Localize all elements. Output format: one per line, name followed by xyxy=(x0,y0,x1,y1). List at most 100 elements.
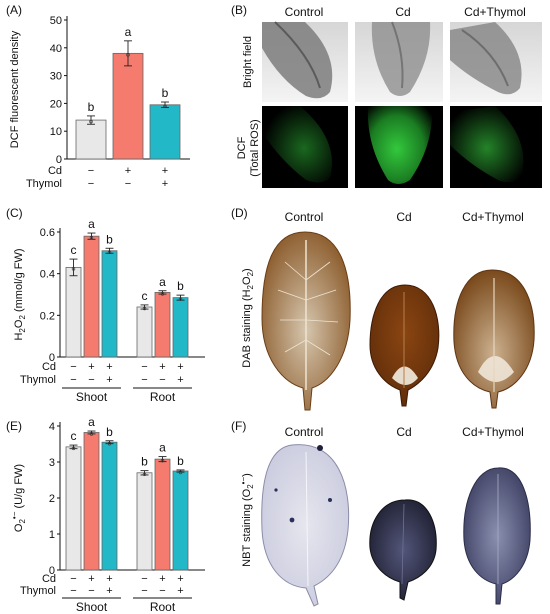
treatment-sign: + xyxy=(106,585,112,597)
panel-b-col-control: Control xyxy=(285,5,324,19)
data-point xyxy=(178,297,183,301)
group-label: Root xyxy=(150,390,176,404)
dcf-image-cd xyxy=(355,106,443,188)
y-tick-label: 1 xyxy=(49,529,55,541)
panel-f-col-cd: Cd xyxy=(396,425,411,439)
treatment-sign: + xyxy=(125,165,131,177)
y-axis-label: H2O2 (mmol/g FW) xyxy=(13,248,27,340)
treatment-sign: + xyxy=(106,361,112,373)
panel-b-row-brightfield: Bright field xyxy=(242,36,254,88)
panel-b-row-dcf-line1: DCF xyxy=(236,136,248,159)
y-axis-label: O2•− (U/g FW) xyxy=(10,464,27,532)
data-point xyxy=(107,442,112,446)
treatment-sign: + xyxy=(88,361,94,373)
nbt-leaf-cd xyxy=(369,499,437,601)
treatment-sign: + xyxy=(159,573,165,585)
treatment-sign: + xyxy=(106,573,112,585)
panel-d: Control Cd Cd+Thymol DAB staining (H2O2) xyxy=(241,210,535,411)
panel-label-d: (D) xyxy=(231,206,248,220)
significance-letter: c xyxy=(142,289,148,303)
treatment-row-label: Cd xyxy=(42,361,56,373)
dcf-image-cd-thymol xyxy=(450,106,542,188)
bar xyxy=(101,250,118,358)
treatment-row-label: Thymol xyxy=(20,374,56,386)
bar xyxy=(83,432,100,571)
significance-letter: a xyxy=(88,217,95,231)
significance-letter: b xyxy=(141,455,148,469)
bar xyxy=(112,52,144,160)
treatment-sign: + xyxy=(177,585,183,597)
significance-letter: b xyxy=(106,425,113,439)
significance-letter: b xyxy=(177,279,184,293)
y-tick-label: 0 xyxy=(49,565,55,577)
significance-letter: a xyxy=(159,275,166,289)
y-axis-label-part: (mmol/g FW) xyxy=(13,248,25,315)
y-tick-label: 40 xyxy=(50,43,62,55)
nbt-leaf-cd-thymol xyxy=(463,467,531,605)
y-tick-label: 0.6 xyxy=(40,227,55,239)
treatment-sign: + xyxy=(162,165,168,177)
bar xyxy=(75,119,107,160)
y-tick-label: 3 xyxy=(49,457,55,469)
data-point xyxy=(160,292,165,296)
treatment-sign: − xyxy=(70,585,76,597)
treatment-sign: + xyxy=(88,573,94,585)
y-tick-label: 0.4 xyxy=(40,269,55,281)
group-label: Shoot xyxy=(76,390,108,404)
data-point xyxy=(89,432,94,436)
data-point xyxy=(89,235,94,240)
data-point xyxy=(126,53,130,57)
panel-f-ylabel: NBT staining (O2•−) xyxy=(239,473,255,567)
bar xyxy=(154,458,171,571)
panel-d-col-cd: Cd xyxy=(396,210,411,224)
y-axis-label-part: 2 xyxy=(18,315,27,320)
bar xyxy=(136,472,153,571)
y-tick-label: 0 xyxy=(49,352,55,364)
bar xyxy=(101,441,118,571)
significance-letter: b xyxy=(88,100,95,114)
brightfield-image-cd-thymol xyxy=(450,22,542,102)
dab-leaf-cd-thymol xyxy=(453,269,535,409)
significance-letter: b xyxy=(177,454,184,468)
panel-label-c: (C) xyxy=(6,206,23,220)
y-axis-label-part: O xyxy=(13,319,25,328)
y-axis-label-part: (U/g FW) xyxy=(13,464,25,512)
y-tick-label: 2 xyxy=(49,493,55,505)
dab-leaf-cd xyxy=(369,284,440,407)
nbt-leaf-control xyxy=(261,444,350,607)
y-tick-label: 50 xyxy=(50,15,62,27)
data-point xyxy=(71,446,76,451)
treatment-sign: + xyxy=(177,374,183,386)
treatment-sign: + xyxy=(106,374,112,386)
treatment-sign: − xyxy=(70,374,76,386)
data-point xyxy=(178,470,183,475)
treatment-sign: + xyxy=(162,178,168,190)
y-axis-label-part: O xyxy=(13,523,25,532)
treatment-row-label: Cd xyxy=(48,165,62,177)
significance-letter: a xyxy=(159,441,166,455)
data-point xyxy=(71,267,76,271)
significance-letter: c xyxy=(71,429,77,443)
bar xyxy=(172,470,189,571)
treatment-sign: − xyxy=(88,165,94,177)
bar xyxy=(172,297,189,358)
treatment-sign: + xyxy=(177,361,183,373)
panel-label-e: (E) xyxy=(6,419,22,433)
treatment-sign: − xyxy=(159,374,165,386)
data-point xyxy=(107,250,112,254)
data-point xyxy=(89,119,93,124)
treatment-sign: − xyxy=(88,585,94,597)
panel-b-row-dcf-line2: (Total ROS) xyxy=(249,119,261,176)
bar xyxy=(83,235,100,358)
data-point xyxy=(163,104,167,108)
panel-d-col-cd-thymol: Cd+Thymol xyxy=(462,210,524,224)
treatment-sign: − xyxy=(141,374,147,386)
panel-f-col-control: Control xyxy=(285,425,324,439)
treatment-sign: − xyxy=(70,573,76,585)
y-tick-label: 10 xyxy=(50,126,62,138)
bar xyxy=(154,292,171,358)
treatment-sign: + xyxy=(177,573,183,585)
